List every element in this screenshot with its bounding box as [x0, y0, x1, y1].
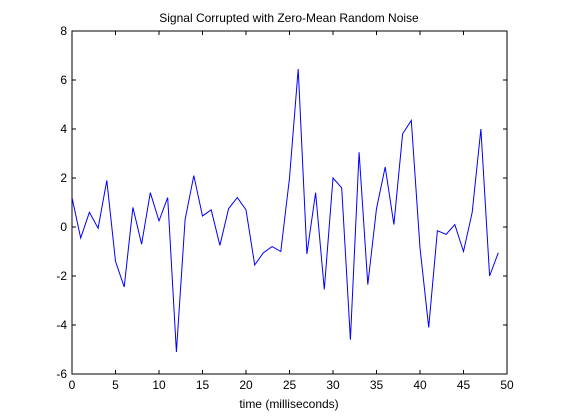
y-tick-label: 0	[60, 220, 67, 234]
x-tick-label: 25	[283, 378, 297, 392]
y-tick-label: -4	[56, 318, 67, 332]
x-tick-label: 40	[413, 378, 427, 392]
y-tick-label: 8	[60, 24, 67, 38]
series-line	[71, 68, 499, 352]
x-tick-label: 35	[370, 378, 384, 392]
x-axis-label: time (milliseconds)	[239, 397, 338, 411]
axes-box	[71, 30, 508, 375]
x-tick-label: 20	[239, 378, 253, 392]
x-tick-label: 45	[457, 378, 471, 392]
y-tick-label: -2	[56, 269, 67, 283]
x-tick-label: 5	[112, 378, 119, 392]
x-tick-label: 0	[69, 378, 76, 392]
y-tick-label: 6	[60, 73, 67, 87]
plot-area: 0 5 10 15 20 25 30 35 40 45 50 -6 -4 -2 0 2 4 6 8	[56, 24, 514, 392]
chart-title: Signal Corrupted with Zero-Mean Random N…	[159, 11, 419, 25]
x-tick-label: 30	[326, 378, 340, 392]
y-tick-label: 2	[60, 171, 67, 185]
x-tick-label: 15	[196, 378, 210, 392]
y-tick-label: -6	[56, 367, 67, 381]
x-tick-label: 10	[152, 378, 166, 392]
y-tick-label: 4	[60, 122, 67, 136]
x-tick-label: 50	[500, 378, 514, 392]
